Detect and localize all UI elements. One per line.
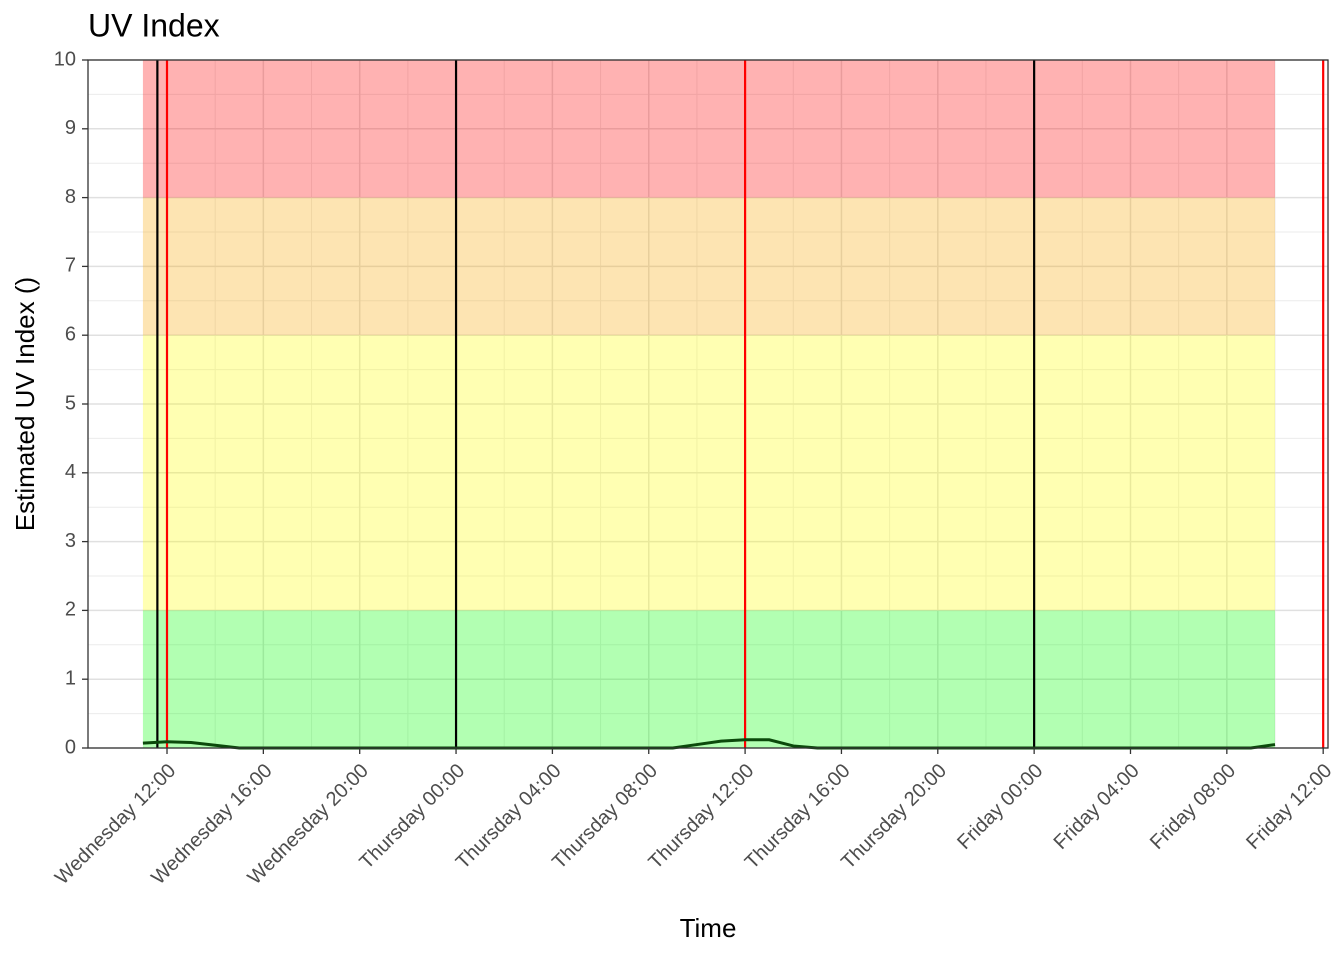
x-tick-label: Friday 00:00 [953, 760, 1047, 854]
y-tick-label: 1 [65, 667, 76, 689]
y-tick-label: 6 [65, 323, 76, 345]
y-tick-label: 8 [65, 186, 76, 208]
x-tick-label: Friday 12:00 [1242, 760, 1336, 854]
x-tick-label: Thursday 20:00 [837, 760, 951, 874]
y-tick-label: 4 [65, 461, 76, 483]
uv-band [142, 610, 1276, 748]
y-tick-label: 3 [65, 530, 76, 552]
x-tick-label: Friday 04:00 [1050, 760, 1144, 854]
x-tick-label: Friday 08:00 [1146, 760, 1240, 854]
x-axis-label: Time [680, 913, 737, 943]
y-tick-label: 10 [54, 48, 76, 70]
y-tick-label: 7 [65, 255, 76, 277]
y-tick-label: 2 [65, 599, 76, 621]
y-axis-label: Estimated UV Index () [10, 277, 40, 531]
y-tick-label: 0 [65, 736, 76, 758]
y-tick-label: 9 [65, 117, 76, 139]
uv-band [142, 335, 1276, 611]
y-tick-label: 5 [65, 392, 76, 414]
chart-title: UV Index [88, 7, 220, 43]
uv-band [142, 60, 1276, 198]
uv-band [142, 197, 1276, 336]
